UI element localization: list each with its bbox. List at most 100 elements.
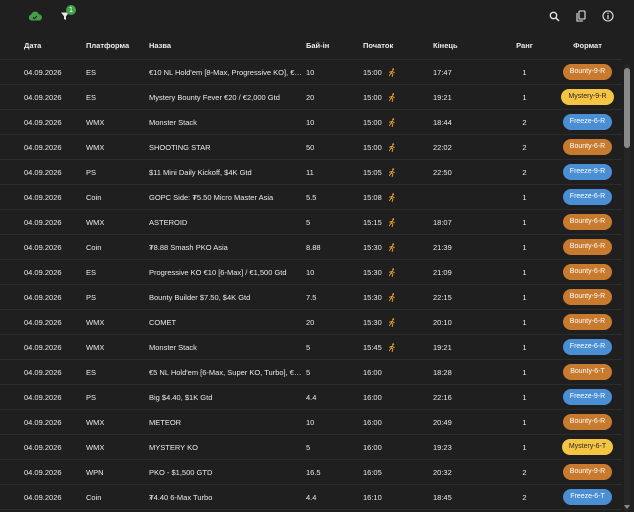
table-row[interactable]: 04.09.2026 Coin ₮4.40 6-Max Turbo 4.4 16:10 1…	[0, 485, 622, 510]
column-header-buyin[interactable]: Бай-ін	[306, 41, 330, 50]
row-date: 04.09.2026	[24, 292, 62, 302]
row-name: Bounty Builder $7.50, $4K Gtd	[149, 292, 251, 302]
table-row[interactable]: 04.09.2026 Coin ₮8.88 Smash PKO Asia 8.88 15…	[0, 235, 622, 260]
row-start: 16:05	[363, 467, 382, 477]
format-cell: Mystery-9-R	[553, 89, 622, 105]
table-row[interactable]: 04.09.2026 WMX COMET 20 15:30 20:10 1 Bounty-6-…	[0, 310, 622, 335]
row-date: 04.09.2026	[24, 117, 62, 127]
format-cell: Bounty-6-R	[553, 414, 622, 430]
start-cell: 15:45	[360, 343, 428, 352]
row-start: 15:15	[363, 217, 382, 227]
row-buyin: 10	[306, 267, 315, 277]
filter-icon[interactable]	[55, 6, 75, 26]
start-cell: 15:00	[360, 93, 428, 102]
format-cell: Freeze-6-T	[553, 489, 622, 505]
table-row[interactable]: 04.09.2026 WMX Monster Stack 10 15:00 18:44 2 F…	[0, 110, 622, 135]
row-buyin: 8.88	[306, 242, 321, 252]
start-cell: 16:00	[360, 368, 428, 377]
start-cell: 15:00	[360, 68, 428, 77]
column-header-date[interactable]: Дата	[24, 41, 42, 50]
row-rank: 2	[522, 467, 527, 477]
start-cell: 15:30	[360, 268, 428, 277]
format-badge: Bounty-6-R	[562, 314, 613, 330]
row-start: 15:08	[363, 192, 382, 202]
scrollbar-thumb[interactable]	[624, 68, 630, 148]
format-cell: Bounty-9-R	[553, 64, 622, 80]
table-row[interactable]: 04.09.2026 WPN PKO - $1,500 GTD 16.5 16:05 20…	[0, 460, 622, 485]
row-buyin: 50	[306, 142, 315, 152]
table-row[interactable]: 04.09.2026 WMX METEOR 10 16:00 20:49 1 Bounty-6…	[0, 410, 622, 435]
column-header-format[interactable]: Формат	[573, 41, 602, 50]
row-end: 18:28	[433, 367, 452, 377]
format-badge: Bounty-6-R	[562, 414, 613, 430]
row-rank: 1	[522, 317, 527, 327]
column-header-rank[interactable]: Ранг	[516, 41, 533, 50]
row-rank: 2	[522, 117, 527, 127]
format-badge: Bounty-6-R	[562, 239, 613, 255]
format-badge: Freeze-9-R	[562, 164, 613, 180]
start-cell: 16:10	[360, 493, 428, 502]
format-cell: Bounty-6-T	[553, 364, 622, 380]
table-row[interactable]: 04.09.2026 PS $11 Mini Daily Kickoff, $4K …	[0, 160, 622, 185]
search-icon[interactable]	[544, 6, 564, 26]
row-end: 21:39	[433, 242, 452, 252]
start-cell: 15:30	[360, 293, 428, 302]
row-name: GOPC Side: ₮5.50 Micro Master Asia	[149, 192, 274, 202]
column-header-end[interactable]: Кінець	[433, 41, 458, 50]
table-row[interactable]: 04.09.2026 PS Bounty Builder $7.50, $4K Gt…	[0, 285, 622, 310]
row-date: 04.09.2026	[24, 167, 62, 177]
start-cell: 16:00	[360, 443, 428, 452]
row-rank: 1	[522, 242, 527, 252]
start-cell: 15:05	[360, 168, 428, 177]
vertical-scrollbar[interactable]	[624, 64, 630, 512]
row-start: 16:00	[363, 442, 382, 452]
info-icon[interactable]	[598, 6, 618, 26]
table-row[interactable]: 04.09.2026 WMX SHOOTING STAR 50 15:00 22:02 2 B…	[0, 135, 622, 160]
row-name: SHOOTING STAR	[149, 142, 211, 152]
row-name: Monster Stack	[149, 117, 197, 127]
table-row[interactable]: 04.09.2026 PS Big $4.40, $1K Gtd 4.4 16:00 22…	[0, 385, 622, 410]
table-body: 04.09.2026 ES €10 NL Hold'em [8-Max, Progr…	[0, 60, 622, 510]
row-platform: WPN	[86, 467, 104, 477]
table-row[interactable]: 04.09.2026 ES Progressive KO €10 [6-Max] /…	[0, 260, 622, 285]
column-header-platform[interactable]: Платформа	[86, 41, 130, 50]
scroll-down-arrow-icon[interactable]	[624, 505, 630, 510]
row-platform: WMX	[86, 417, 105, 427]
running-icon	[382, 67, 396, 77]
row-buyin: 11	[306, 167, 314, 177]
row-start: 15:00	[363, 92, 382, 102]
cloud-check-icon[interactable]	[25, 6, 45, 26]
row-end: 19:23	[433, 442, 452, 452]
running-icon	[382, 317, 396, 327]
start-cell: 15:00	[360, 143, 428, 152]
table-row[interactable]: 04.09.2026 ES €5 NL Hold'em [6-Max, Super …	[0, 360, 622, 385]
row-platform: PS	[86, 392, 97, 402]
row-rank: 1	[522, 267, 527, 277]
row-buyin: 7.5	[306, 292, 317, 302]
column-header-start[interactable]: Початок	[363, 41, 394, 50]
format-badge: Bounty-6-R	[562, 139, 613, 155]
start-cell: 16:05	[360, 468, 428, 477]
tournament-table: Дата Платформа Назва Бай-ін Початок Кіне…	[0, 32, 622, 510]
row-buyin: 10	[306, 117, 315, 127]
column-header-name[interactable]: Назва	[149, 41, 172, 50]
table-row[interactable]: 04.09.2026 Coin GOPC Side: ₮5.50 Micro Mas…	[0, 185, 622, 210]
row-name: Big $4.40, $1K Gtd	[149, 392, 213, 402]
start-cell: 15:30	[360, 243, 428, 252]
running-icon	[382, 267, 396, 277]
table-row[interactable]: 04.09.2026 WMX MYSTERY KO 5 16:00 19:23 1 Myste…	[0, 435, 622, 460]
table-row[interactable]: 04.09.2026 WMX Monster Stack 5 15:45 19:21 1 Fr…	[0, 335, 622, 360]
row-date: 04.09.2026	[24, 392, 62, 402]
table-row[interactable]: 04.09.2026 ES €10 NL Hold'em [8-Max, Progr…	[0, 60, 622, 85]
table-row[interactable]: 04.09.2026 WMX ASTEROID 5 15:15 18:07 1 Bounty-…	[0, 210, 622, 235]
row-buyin: 10	[306, 417, 315, 427]
row-buyin: 4.4	[306, 492, 317, 502]
table-row[interactable]: 04.09.2026 ES Mystery Bounty Fever €20 / €…	[0, 85, 622, 110]
row-rank: 1	[522, 342, 527, 352]
copy-icon[interactable]	[571, 6, 591, 26]
row-rank: 1	[522, 217, 527, 227]
row-end: 20:10	[433, 317, 452, 327]
row-end: 22:15	[433, 292, 452, 302]
row-start: 16:10	[363, 492, 382, 502]
row-platform: PS	[86, 292, 97, 302]
